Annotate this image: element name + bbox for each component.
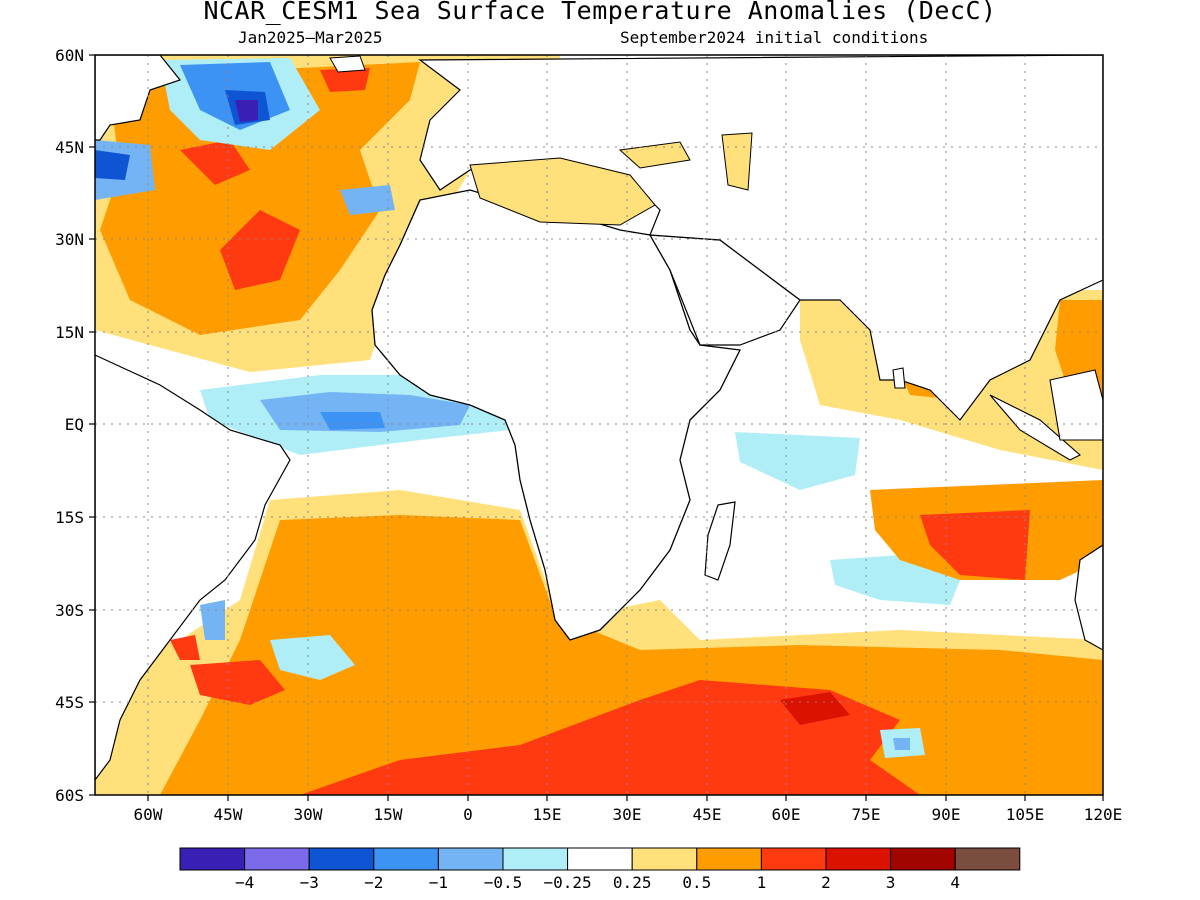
lon-label: 15W — [374, 805, 403, 824]
lon-label: 60E — [772, 805, 801, 824]
lon-label: 90E — [932, 805, 961, 824]
legend-swatch — [954, 847, 1021, 871]
legend-swatch — [437, 847, 504, 871]
eurasia-outline — [418, 55, 1103, 421]
legend-label: −3 — [300, 873, 319, 892]
anomaly-region — [170, 635, 200, 660]
lon-label: 60W — [134, 805, 163, 824]
anomaly-region — [340, 185, 395, 215]
map-gridlines — [95, 55, 1103, 795]
lon-label: 15E — [533, 805, 562, 824]
lat-label: 60S — [55, 786, 84, 805]
iceland-outline — [329, 55, 366, 73]
legend-label: 0.5 — [682, 873, 711, 892]
anomaly-region — [180, 140, 250, 185]
anomaly-region — [920, 510, 1030, 580]
lat-label: 15S — [55, 508, 84, 527]
lon-label: 45W — [214, 805, 243, 824]
anomaly-region — [893, 738, 910, 750]
legend-swatch — [244, 847, 310, 871]
latitude-labels: 60N 45N 30N 15N EQ 15S 30S 45S 60S — [55, 46, 84, 805]
legend-label: −2 — [364, 873, 383, 892]
lat-label: 15N — [55, 323, 84, 342]
sri-lanka-outline — [892, 367, 906, 389]
legend-swatch — [179, 847, 246, 871]
legend-label: −1 — [429, 873, 448, 892]
south-america-outline — [95, 354, 291, 781]
anomaly-region — [190, 660, 285, 705]
lon-label: 0 — [463, 805, 473, 824]
legend-swatch — [696, 847, 762, 871]
lat-label: 30S — [55, 601, 84, 620]
legend-swatch — [825, 847, 892, 871]
anomaly-region — [320, 412, 385, 430]
anomaly-region — [320, 68, 370, 92]
legend-swatch — [373, 847, 439, 871]
map-frame — [94, 54, 1104, 796]
anomaly-region — [780, 692, 850, 725]
anomaly-region — [220, 210, 300, 290]
lat-label: 60N — [55, 46, 84, 65]
lat-label: 45N — [55, 138, 84, 157]
legend-swatch — [631, 847, 698, 871]
legend-label: 4 — [950, 873, 960, 892]
legend-label: 1 — [757, 873, 767, 892]
australia-outline — [1074, 544, 1103, 651]
legend-label: 3 — [886, 873, 896, 892]
north-america-outline — [95, 55, 182, 141]
mediterranean-sea — [469, 157, 656, 226]
legend-swatch — [567, 847, 633, 871]
anomaly-region — [735, 432, 860, 490]
lat-label: 45S — [55, 693, 84, 712]
anomaly-region — [100, 62, 420, 335]
initial-conditions: September2024 initial conditions — [620, 28, 929, 47]
anomaly-region — [270, 635, 355, 680]
color-legend: −4 −3 −2 −1 −0.5 −0.25 0.25 0.5 1 2 3 4 — [179, 847, 1021, 892]
longitude-labels: 60W 45W 30W 15W 0 15E 30E 45E 60E 75E 90… — [134, 805, 1123, 824]
anomaly-region — [300, 680, 920, 795]
lon-label: 105E — [1006, 805, 1045, 824]
legend-swatch — [308, 847, 375, 871]
anomaly-region — [95, 150, 130, 180]
borneo-outline — [1049, 369, 1103, 441]
black-sea-outline — [618, 141, 691, 169]
lon-label: 30E — [613, 805, 642, 824]
axis-ticks — [89, 54, 1104, 801]
madagascar-outline — [704, 501, 736, 581]
lat-label: EQ — [65, 415, 84, 434]
anomaly-region — [200, 600, 225, 640]
lon-label: 45E — [693, 805, 722, 824]
legend-label: 0.25 — [613, 873, 652, 892]
lat-label: 30N — [55, 230, 84, 249]
legend-label: −0.5 — [484, 873, 523, 892]
legend-label: −0.25 — [544, 873, 592, 892]
anomaly-region — [235, 100, 258, 122]
legend-label: −4 — [235, 873, 254, 892]
lon-label: 75E — [852, 805, 881, 824]
legend-swatch — [502, 847, 569, 871]
legend-swatch — [760, 847, 827, 871]
land-masses — [95, 55, 1103, 781]
forecast-period: Jan2025–Mar2025 — [238, 28, 383, 47]
legend-label: 2 — [821, 873, 831, 892]
map-title: NCAR_CESM1 Sea Surface Temperature Anoma… — [203, 0, 997, 25]
lon-label: 120E — [1084, 805, 1123, 824]
legend-swatch — [890, 847, 956, 871]
lon-label: 30W — [294, 805, 323, 824]
